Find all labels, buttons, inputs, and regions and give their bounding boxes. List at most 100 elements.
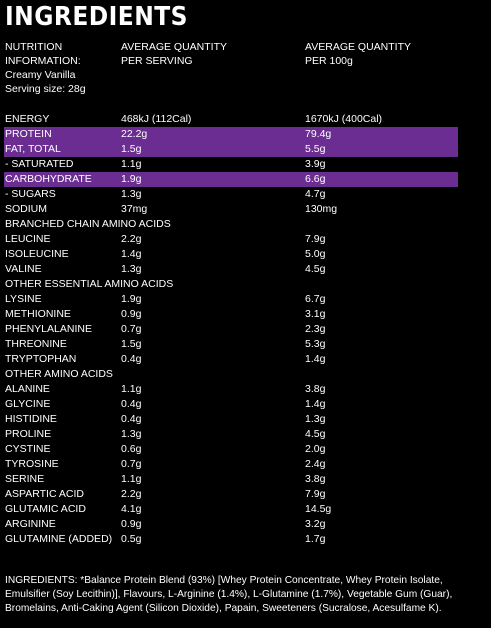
row-name: HISTIDINE [5,413,57,425]
row-per-100g: 3.8g [305,383,326,395]
row-per-100g: 130mg [305,203,338,215]
row-name: PHENYLALANINE [5,323,92,335]
table-row: - SUGARS 1.3g 4.7g [0,187,491,202]
row-name: ARGININE [5,518,56,530]
row-per-serving: 0.5g [121,533,142,545]
row-per-100g: 4.7g [305,188,326,200]
row-per-100g: 4.5g [305,263,326,275]
table-row: VALINE 1.3g 4.5g [0,262,491,277]
ingredients-text: INGREDIENTS: *Balance Protein Blend (93%… [5,575,453,614]
table-row: LYSINE 1.9g 6.7g [0,292,491,307]
table-row: CARBOHYDRATE 1.9g 6.6g [4,172,458,187]
row-name: ENERGY [5,113,50,125]
table-row: PROLINE 1.3g 4.5g [0,427,491,442]
row-per-100g: 79.4g [305,128,332,140]
row-per-100g: 1670kJ (400Cal) [305,113,383,125]
row-per-serving: 1.1g [121,158,142,170]
table-row: GLUTAMINE (ADDED) 0.5g 1.7g [0,532,491,547]
row-per-serving: 0.4g [121,353,142,365]
table-row: HISTIDINE 0.4g 1.3g [0,412,491,427]
row-per-100g: 2.4g [305,458,326,470]
row-name: VALINE [5,263,42,275]
row-per-100g: 1.7g [305,533,326,545]
row-per-serving: 0.7g [121,458,142,470]
header-nutrition-info: NUTRITION INFORMATION: Creamy Vanilla Se… [5,40,86,96]
row-per-serving: 2.2g [121,488,142,500]
row-per-serving: 0.7g [121,323,142,335]
row-name: LYSINE [5,293,42,305]
row-name: GLUTAMINE (ADDED) [5,533,113,545]
row-per-100g: 7.9g [305,488,326,500]
table-row: BRANCHED CHAIN AMINO ACIDS [0,217,491,232]
row-per-100g: 1.4g [305,353,326,365]
row-per-100g: 3.2g [305,518,326,530]
table-row: CYSTINE 0.6g 2.0g [0,442,491,457]
row-per-100g: 5.5g [305,143,326,155]
table-row: ENERGY 468kJ (112Cal) 1670kJ (400Cal) [0,112,491,127]
table-row: OTHER AMINO ACIDS [0,367,491,382]
table-row: GLUTAMIC ACID 4.1g 14.5g [0,502,491,517]
row-per-100g: 4.5g [305,428,326,440]
row-name: CARBOHYDRATE [5,173,92,185]
table-row: ALANINE 1.1g 3.8g [0,382,491,397]
row-per-serving: 1.5g [121,338,142,350]
row-per-serving: 0.9g [121,308,142,320]
row-name: ISOLEUCINE [5,248,69,260]
row-name: GLUTAMIC ACID [5,503,86,515]
row-name: PROTEIN [5,128,52,140]
row-per-100g: 14.5g [305,503,332,515]
table-row: SERINE 1.1g 3.8g [0,472,491,487]
table-row: OTHER ESSENTIAL AMINO ACIDS [0,277,491,292]
row-name: FAT, TOTAL [5,143,61,155]
row-per-100g: 2.3g [305,323,326,335]
header-flavour: Creamy Vanilla [5,69,76,81]
row-per-100g: 1.4g [305,398,326,410]
table-row: TRYPTOPHAN 0.4g 1.4g [0,352,491,367]
row-per-serving: 37mg [121,203,148,215]
row-per-100g: 5.3g [305,338,326,350]
row-name: CYSTINE [5,443,51,455]
header-line: INFORMATION: [5,55,81,67]
row-per-serving: 1.3g [121,263,142,275]
page-title: INGREDIENTS [5,2,188,32]
header-line: PER 100g [305,55,353,67]
row-per-100g: 1.3g [305,413,326,425]
table-row: LEUCINE 2.2g 7.9g [0,232,491,247]
row-per-serving: 0.9g [121,518,142,530]
row-per-serving: 1.4g [121,248,142,260]
row-name: TRYPTOPHAN [5,353,77,365]
row-name: METHIONINE [5,308,71,320]
row-per-100g: 5.0g [305,248,326,260]
table-row: PHENYLALANINE 0.7g 2.3g [0,322,491,337]
row-per-serving: 1.1g [121,383,142,395]
row-per-serving: 4.1g [121,503,142,515]
row-per-serving: 2.2g [121,233,142,245]
row-per-serving: 1.5g [121,143,142,155]
table-row: ASPARTIC ACID 2.2g 7.9g [0,487,491,502]
row-per-serving: 1.3g [121,428,142,440]
row-name: SODIUM [5,203,47,215]
header-line: AVERAGE QUANTITY [121,41,227,53]
row-name: BRANCHED CHAIN AMINO ACIDS [5,218,171,230]
row-per-100g: 6.6g [305,173,326,185]
row-name: - SATURATED [5,158,74,170]
row-name: - SUGARS [5,188,56,200]
header-per-serving: AVERAGE QUANTITY PER SERVING [121,40,227,68]
row-name: TYROSINE [5,458,59,470]
table-row: ARGININE 0.9g 3.2g [0,517,491,532]
header-serving-size: Serving size: 28g [5,83,86,95]
row-name: PROLINE [5,428,52,440]
row-name: OTHER AMINO ACIDS [5,368,113,380]
header-per-100g: AVERAGE QUANTITY PER 100g [305,40,411,68]
header-line: PER SERVING [121,55,193,67]
row-per-serving: 22.2g [121,128,148,140]
row-name: ASPARTIC ACID [5,488,84,500]
nutrition-table: ENERGY 468kJ (112Cal) 1670kJ (400Cal) PROTE… [0,112,491,547]
table-row: GLYCINE 0.4g 1.4g [0,397,491,412]
row-per-serving: 0.6g [121,443,142,455]
table-row: PROTEIN 22.2g 79.4g [4,127,458,142]
header-line: NUTRITION [5,41,63,53]
row-name: LEUCINE [5,233,51,245]
table-row: - SATURATED 1.1g 3.9g [0,157,491,172]
row-per-serving: 1.9g [121,173,142,185]
